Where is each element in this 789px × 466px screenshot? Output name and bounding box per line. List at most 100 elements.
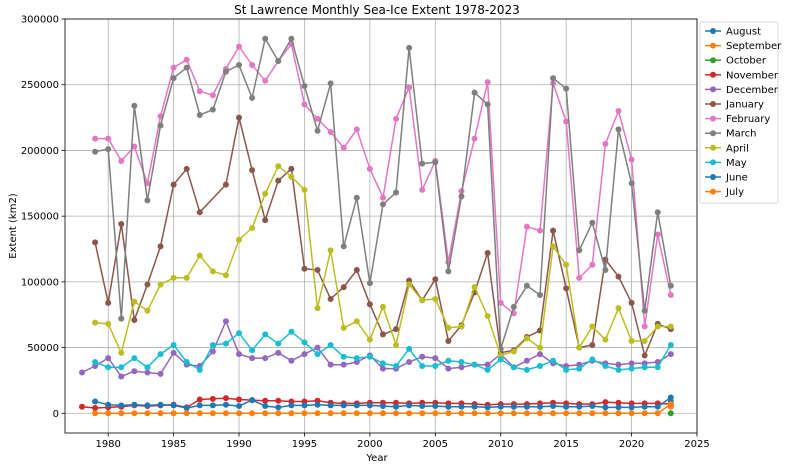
legend-marker-may [710,159,716,166]
data-point-july [236,410,243,417]
data-point-february [563,118,570,125]
data-point-march [105,146,112,153]
plot-frame [64,18,698,434]
data-point-december [419,353,426,360]
series-march [92,35,674,352]
data-point-june [222,401,229,408]
data-point-april [458,323,465,330]
data-point-may [550,357,557,364]
data-point-february [654,231,661,238]
data-point-march [170,75,177,82]
data-point-april [471,284,478,291]
data-point-february [576,274,583,281]
data-point-may [393,362,400,369]
data-point-may [196,366,203,373]
data-point-february [497,299,504,306]
data-point-march [654,209,661,216]
data-point-april [92,319,99,326]
grid [65,18,698,433]
data-point-january [563,285,570,292]
data-point-march [249,94,256,101]
data-point-june [602,404,609,411]
data-point-march [288,35,295,42]
data-point-june [654,403,661,410]
legend-label-june: June [725,173,748,184]
data-point-may [209,341,216,348]
data-point-june [209,402,216,409]
data-point-march [432,159,439,166]
data-point-march [118,315,125,322]
data-point-april [536,344,543,351]
data-point-february [471,135,478,142]
series-april [92,163,674,359]
data-point-july [536,410,543,417]
legend-entry-july: July [705,187,744,198]
data-point-may [484,366,491,373]
y-tick-label: 150000 [21,212,59,223]
data-point-july [471,410,478,417]
data-point-july [118,410,125,417]
data-point-june [301,402,308,409]
data-point-march [641,307,648,314]
data-point-june [432,403,439,410]
data-point-december [445,365,452,372]
data-point-april [510,348,517,355]
x-tick-label: 1985 [161,439,186,450]
data-point-february [340,144,347,151]
data-point-july [157,410,164,417]
data-point-march [576,247,583,254]
data-point-november [275,397,282,404]
data-point-january [249,167,256,174]
data-point-july [209,410,216,417]
data-point-february [105,135,112,142]
data-point-may [222,340,229,347]
data-point-june [92,398,99,405]
data-point-june [157,401,164,408]
x-tick-label: 2020 [619,439,644,450]
data-point-july [563,410,570,417]
data-point-july [497,410,504,417]
data-point-april [667,323,674,330]
data-point-january [589,341,596,348]
data-point-april [262,190,269,197]
data-point-may [275,340,282,347]
data-point-january [340,284,347,291]
data-point-july [576,410,583,417]
legend: August September October November December Ja… [699,21,782,204]
data-point-march [183,64,190,71]
x-tick-label: 2015 [553,439,578,450]
data-point-february [262,77,269,84]
data-point-december [379,365,386,372]
data-point-december [131,368,138,375]
data-point-january [222,181,229,188]
data-point-june [288,402,295,409]
series-line-january [94,116,672,357]
data-point-july [602,410,609,417]
data-point-april [157,281,164,288]
legend-label-september: September [726,41,782,52]
legend-marker-august [710,28,716,34]
data-point-april [654,323,661,330]
data-point-february [327,129,334,136]
data-point-july [641,410,648,417]
data-point-july [393,410,400,417]
data-point-may [301,339,308,346]
data-point-july [484,410,491,417]
data-point-june [628,404,635,411]
data-point-june [131,401,138,408]
data-point-july [196,410,203,417]
data-point-april [288,173,295,180]
data-point-july [667,401,674,408]
legend-entry-october: October [705,56,767,67]
data-point-december [628,360,635,367]
data-point-march [536,292,543,298]
data-point-july [301,410,308,417]
data-point-april [340,324,347,331]
series-july [92,401,674,417]
legend-marker-september [710,42,716,49]
data-point-january [157,243,164,250]
data-point-may [563,366,570,373]
data-point-january [262,217,269,224]
data-point-january [275,177,282,184]
data-point-march [327,80,334,87]
